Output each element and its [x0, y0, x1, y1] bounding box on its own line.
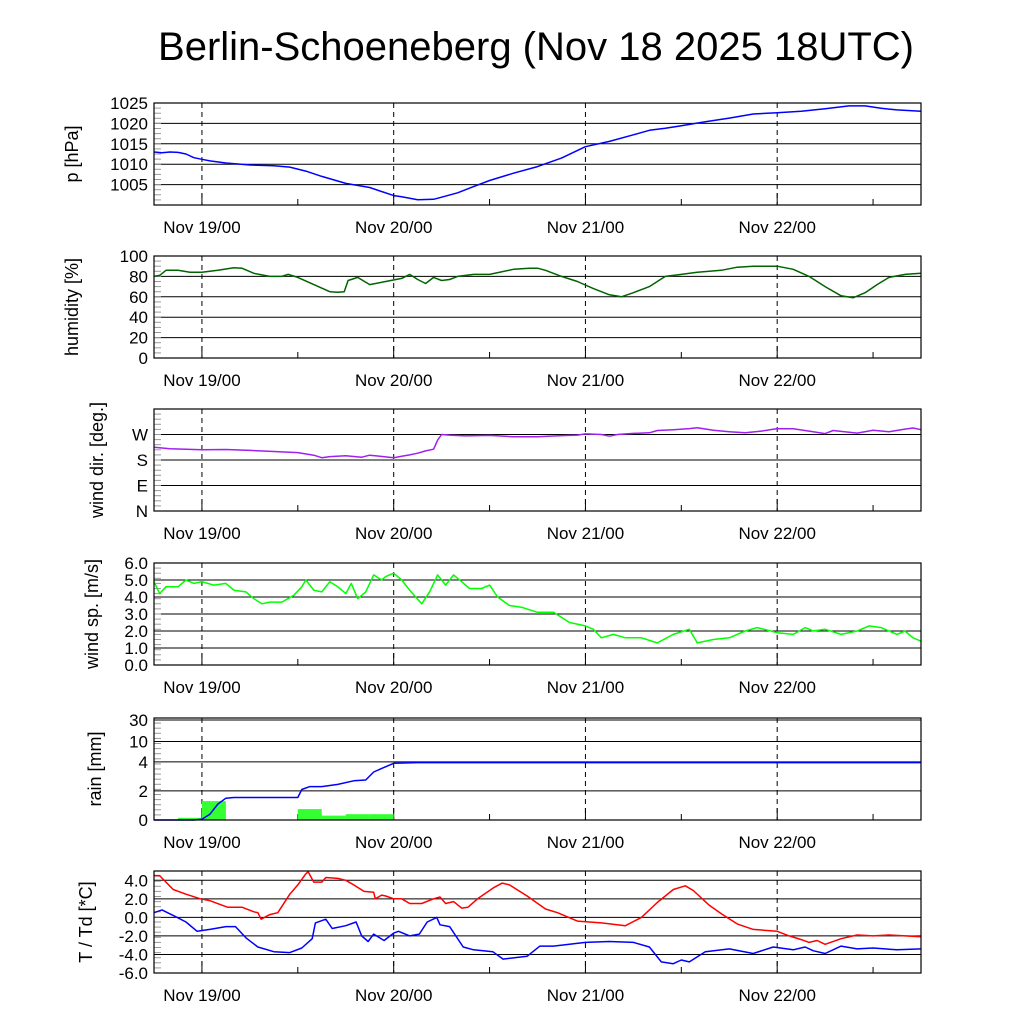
x-tick-label: Nov 22/00	[738, 678, 816, 697]
y-tick-label: S	[137, 451, 148, 470]
x-tick-label: Nov 20/00	[355, 986, 433, 1005]
y-tick-label: 1015	[110, 135, 148, 154]
chart-title: Berlin-Schoeneberg (Nov 18 2025 18UTC)	[158, 25, 914, 69]
x-tick-label: Nov 19/00	[163, 524, 241, 543]
series-line-p	[154, 106, 921, 200]
series-line-td	[154, 910, 921, 964]
series-line-wind-speed	[154, 573, 921, 643]
x-tick-label: Nov 22/00	[738, 986, 816, 1005]
y-tick-label: W	[132, 426, 148, 445]
x-tick-label: Nov 22/00	[738, 218, 816, 237]
series-line-t	[154, 872, 921, 944]
x-tick-label: Nov 22/00	[738, 833, 816, 852]
y-tick-label: 0	[139, 811, 148, 830]
y-tick-label: E	[137, 477, 148, 496]
y-tick-label: 40	[129, 308, 148, 327]
y-tick-label: 2.0	[124, 622, 148, 641]
y-tick-label: 1010	[110, 155, 148, 174]
x-tick-label: Nov 21/00	[547, 678, 625, 697]
panel-temperature: -6.0-4.0-2.00.02.04.0 Nov 19/00 Nov 20/00 N…	[76, 871, 921, 1005]
x-tick-label: Nov 19/00	[163, 833, 241, 852]
plot-frame	[154, 256, 921, 358]
x-tick-label: Nov 19/00	[163, 678, 241, 697]
y-tick-label: -6.0	[119, 964, 148, 983]
rain-bar	[322, 816, 346, 820]
x-tick-label: Nov 19/00	[163, 218, 241, 237]
y-axis-label: wind dir. [deg.]	[87, 402, 107, 519]
y-tick-label: 60	[129, 288, 148, 307]
y-tick-label: 0.0	[124, 908, 148, 927]
y-tick-label: -4.0	[119, 945, 148, 964]
x-tick-label: Nov 20/00	[355, 524, 433, 543]
series-line-wind-dir	[154, 428, 921, 458]
x-tick-label: Nov 22/00	[738, 371, 816, 390]
x-tick-label: Nov 21/00	[547, 218, 625, 237]
plot-frame	[154, 103, 921, 205]
y-axis-label: humidity [%]	[62, 258, 82, 356]
y-tick-label: 4	[139, 753, 148, 772]
y-tick-label: -2.0	[119, 927, 148, 946]
rain-bar	[346, 814, 370, 820]
y-axis-label: T / Td [*C]	[76, 881, 96, 962]
x-tick-label: Nov 20/00	[355, 218, 433, 237]
y-tick-label: 4.0	[124, 871, 148, 890]
y-tick-label: 0.0	[124, 656, 148, 675]
series-line-humidity	[154, 266, 921, 298]
y-tick-label: 20	[129, 329, 148, 348]
panel-wind_speed: 0.01.02.03.04.05.06.0 Nov 19/00 Nov 20/00 N…	[82, 554, 921, 697]
y-axis-label: wind sp. [m/s]	[82, 559, 102, 670]
y-tick-label: 4.0	[124, 588, 148, 607]
x-tick-label: Nov 20/00	[355, 678, 433, 697]
y-tick-label: 1025	[110, 94, 148, 113]
x-tick-label: Nov 20/00	[355, 371, 433, 390]
x-tick-label: Nov 20/00	[355, 833, 433, 852]
y-tick-label: N	[136, 502, 148, 521]
x-tick-label: Nov 19/00	[163, 986, 241, 1005]
y-tick-label: 6.0	[124, 554, 148, 573]
x-tick-label: Nov 22/00	[738, 524, 816, 543]
y-tick-label: 30	[129, 711, 148, 730]
rain-bar	[298, 809, 322, 820]
y-tick-label: 2.0	[124, 890, 148, 909]
y-axis-label: rain [mm]	[85, 731, 105, 806]
y-tick-label: 5.0	[124, 571, 148, 590]
y-tick-label: 3.0	[124, 605, 148, 624]
x-tick-label: Nov 21/00	[547, 833, 625, 852]
x-tick-label: Nov 21/00	[547, 371, 625, 390]
y-tick-label: 2	[139, 782, 148, 801]
x-tick-label: Nov 19/00	[163, 371, 241, 390]
y-tick-label: 0	[139, 349, 148, 368]
plot-frame	[154, 871, 921, 973]
y-tick-label: 1.0	[124, 639, 148, 658]
x-tick-label: Nov 21/00	[547, 524, 625, 543]
plot-frame	[154, 718, 921, 820]
x-tick-label: Nov 21/00	[547, 986, 625, 1005]
y-axis-label: p [hPa]	[62, 125, 82, 182]
y-tick-label: 1020	[110, 114, 148, 133]
panel-rain: 0 2 4 10 30 Nov 19/00 Nov 20/00 Nov 21/00 Nov 22…	[85, 711, 921, 852]
y-tick-label: 80	[129, 267, 148, 286]
y-tick-label: 10	[129, 732, 148, 751]
rain-bar	[370, 814, 394, 820]
y-tick-label: 100	[120, 247, 148, 266]
y-tick-label: 1005	[110, 176, 148, 195]
